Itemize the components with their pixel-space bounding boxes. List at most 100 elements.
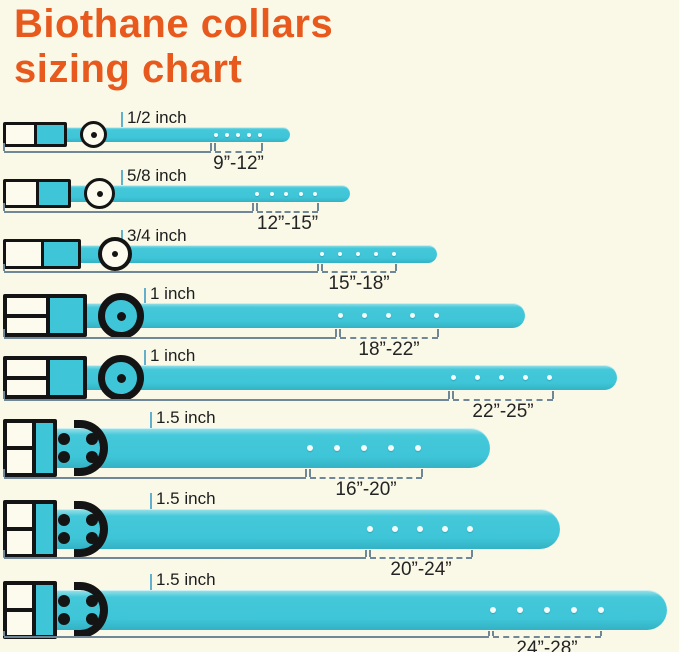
buckle-cell-open: [7, 298, 47, 318]
collar-hole: [284, 191, 288, 196]
collar-hole: [522, 375, 528, 380]
buckle-rivet-icon: [58, 514, 70, 526]
measure-tick: [335, 329, 337, 337]
collar-width-label: 1.5 inch: [156, 489, 216, 508]
buckle-cell-strap: [36, 504, 53, 554]
collar-hole: [356, 252, 360, 256]
collar-hole: [361, 313, 367, 318]
measure-tick: [600, 631, 602, 636]
collar-hole: [571, 607, 577, 613]
size-range-label: 18”-22”: [358, 339, 420, 360]
buckle-cell-open: [7, 450, 33, 473]
measure-line-dashed: [310, 477, 422, 479]
measure-tick: [395, 264, 397, 271]
collar-hole: [517, 607, 523, 613]
measure-line-solid: [4, 636, 489, 638]
measure-line-solid: [4, 557, 366, 559]
buckle-cell-open: [7, 585, 33, 612]
collar-strap: [3, 303, 525, 328]
collar-hole: [298, 191, 303, 196]
size-range-label: 12”-15”: [256, 213, 319, 234]
measure-tick: [210, 143, 212, 151]
buckle-cell-strap: [36, 423, 53, 473]
buckle-cell-strap: [36, 125, 64, 144]
measure-tick: [261, 143, 263, 151]
collar-hole: [367, 526, 373, 532]
collar-hole: [258, 132, 262, 137]
buckle-cell-column: [7, 360, 51, 395]
collar-strap: [3, 590, 667, 630]
measure-tick: [437, 329, 439, 337]
collar-hole: [307, 445, 313, 451]
buckle-ring-icon: [98, 292, 144, 339]
collar-hole: [269, 191, 274, 196]
buckle-cell-open: [7, 612, 33, 635]
buckle-frame: [3, 500, 57, 558]
collar-hole: [255, 191, 259, 196]
size-range-label: 22”-25”: [472, 401, 534, 422]
measure-tick: [471, 550, 473, 557]
buckle-frame: [3, 294, 87, 337]
buckle-pin-icon: [90, 131, 97, 138]
buckle-rivet-icon: [58, 532, 70, 544]
buckle-cell-open: [7, 531, 33, 554]
collar-hole: [598, 607, 604, 613]
collar-hole: [392, 252, 396, 256]
measure-tick: [488, 631, 490, 636]
measure-tick: [3, 264, 5, 271]
measure-tick: [3, 391, 5, 399]
measure-tick: [452, 391, 454, 399]
measure-tick: [252, 203, 254, 211]
measure-line-solid: [4, 211, 253, 213]
measure-line-dashed: [322, 271, 396, 273]
buckle-frame: [3, 581, 57, 639]
buckle-dring-icon: [74, 420, 108, 476]
collar-hole: [338, 252, 342, 256]
buckle-frame: [3, 239, 81, 269]
measure-line-dashed: [493, 636, 601, 638]
collar-hole: [433, 313, 439, 318]
buckle-rivet-icon: [58, 613, 70, 625]
buckle-cell-strap: [43, 242, 78, 266]
buckle-rivet-icon: [58, 451, 70, 463]
buckle-ring-icon: [80, 121, 107, 148]
page-title-line1: Biothane collars: [14, 2, 334, 46]
measure-tick: [309, 469, 311, 477]
collar-hole: [374, 252, 378, 256]
collar-hole: [546, 375, 552, 380]
collar-hole: [388, 445, 394, 451]
measure-tick: [365, 550, 367, 557]
size-range-label: 20”-24”: [390, 559, 452, 580]
measure-line-dashed: [370, 557, 472, 559]
measure-tick: [369, 550, 371, 557]
buckle-cell-open: [7, 504, 33, 531]
collar-hole: [415, 445, 421, 451]
collar-hole: [409, 313, 415, 318]
collar-width-label: 1.5 inch: [156, 408, 216, 427]
buckle-cell-column: [7, 298, 51, 333]
measure-tick: [3, 469, 5, 477]
collar-width-label: 1 inch: [150, 284, 196, 303]
buckle-cell-strap: [50, 360, 83, 395]
measure-tick: [3, 550, 5, 557]
buckle-cell-strap: [36, 585, 53, 635]
buckle-pin-icon: [117, 373, 126, 383]
collar-hole: [385, 313, 391, 318]
measure-tick: [321, 264, 323, 271]
collar-width-label: 5/8 inch: [127, 166, 187, 185]
measure-line-dashed: [340, 337, 438, 339]
collar-width-label: 1/2 inch: [127, 108, 187, 127]
buckle-cell-open: [6, 182, 39, 205]
size-range-label: 9”-12”: [213, 153, 264, 174]
buckle-rivet-icon: [58, 433, 70, 445]
measure-tick: [3, 631, 5, 636]
buckle-cell-open: [7, 360, 47, 380]
collar-width-label: 1.5 inch: [156, 570, 216, 589]
measure-line-solid: [4, 151, 211, 153]
